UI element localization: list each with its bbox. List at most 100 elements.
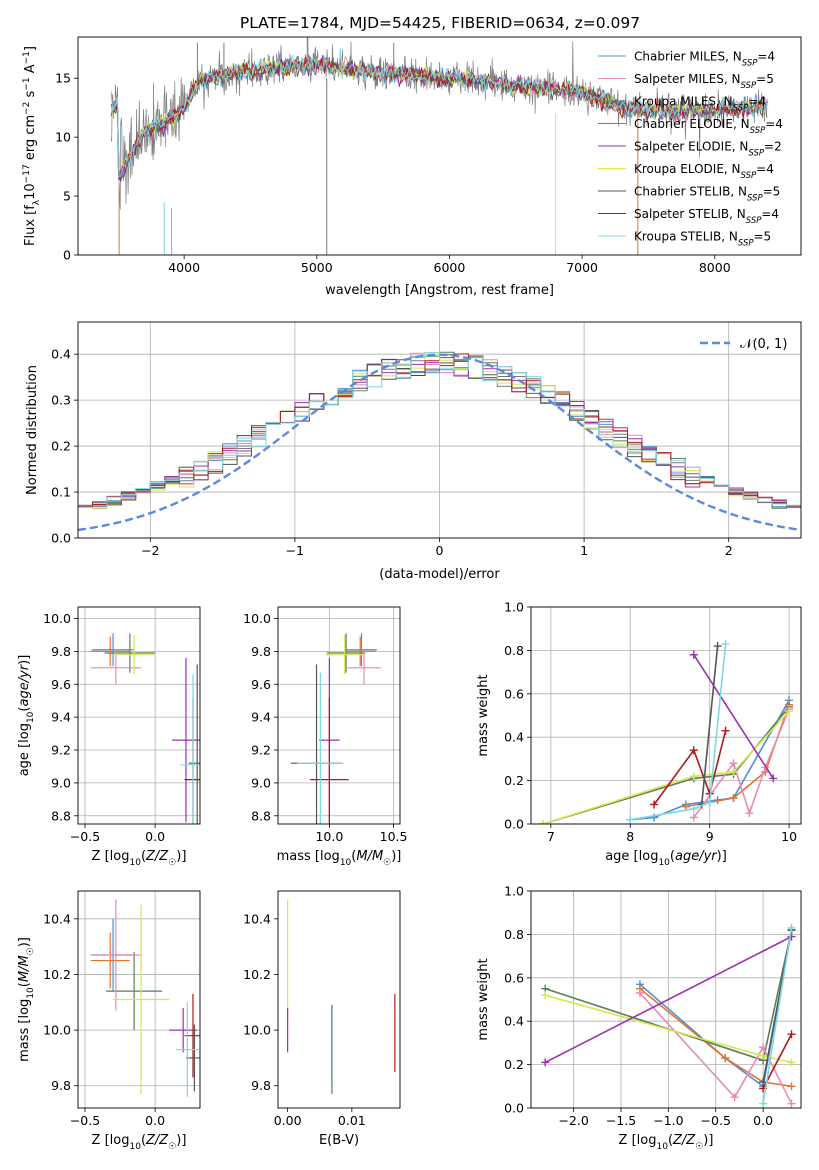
legend-tail: =4 [756, 162, 774, 176]
x-tick-label: 5000 [301, 260, 333, 275]
label-part: A [23, 64, 38, 77]
legend-sub: SSP [746, 216, 762, 226]
x-tick-label: 0 [436, 543, 444, 558]
legend-label: Kroupa ELODIE, NSSP=4 [634, 162, 774, 181]
label-part: ☉ [168, 1142, 176, 1152]
legend-tail: =2 [764, 140, 782, 154]
label-part: 10 [26, 987, 36, 999]
y-tick-label: 0.6 [504, 686, 524, 701]
y-axis-label: mass weight [476, 674, 491, 756]
label-part: erg cm [23, 115, 38, 164]
plot-area [90, 633, 200, 824]
label-part: ( [17, 707, 32, 712]
y-tick-label: 9.8 [51, 1078, 71, 1093]
weight-marker [759, 1051, 768, 1060]
label-part: M/M [356, 849, 383, 864]
weight-marker [541, 1058, 550, 1067]
legend-label: Salpeter MILES, NSSP=5 [634, 72, 774, 91]
x-tick-label: −1.0 [653, 1113, 683, 1128]
axes-frame [77, 890, 201, 1109]
x-tick-label: 2 [725, 543, 733, 558]
axes-frame [277, 606, 401, 825]
weight-marker [787, 923, 796, 932]
y-tick-label: 10.2 [243, 967, 271, 982]
weight-marker [787, 1099, 796, 1108]
y-tick-label: 0 [63, 248, 71, 263]
label-part: 10 [658, 858, 670, 868]
weight-marker [787, 1082, 796, 1091]
legend-text: Salpeter ELODIE, N [634, 140, 748, 154]
panel-Z-age: −0.5 0.08.89.09.29.49.69.810.0Z [log10(Z/… [17, 606, 201, 868]
weight-series-line [639, 987, 792, 1088]
y-tick-label: 9.4 [51, 710, 71, 725]
x-axis-label: age [log10(age/yr)] [605, 849, 727, 868]
x-tick-label: 4000 [168, 260, 200, 275]
weight-marker [729, 793, 738, 802]
label-part: −1 [22, 77, 32, 90]
x-axis-label: Z [log10(Z/Z☉)] [619, 1133, 714, 1152]
x-axis-label: Z [log10(Z/Z☉)] [92, 849, 187, 868]
label-part: mass [log [277, 849, 340, 864]
legend-sub: SSP [747, 194, 763, 204]
panel-Z-mass: −0.5 0.09.810.010.210.4Z [log10(Z/Z☉)]mas… [17, 890, 201, 1152]
panel-spectrum: 4000 5000 6000 7000 8000 0 5 10 15 wavelength [An… [22, 36, 802, 298]
weight-marker [635, 988, 644, 997]
weight-marker [730, 1093, 739, 1102]
label-part: Z [log [92, 849, 130, 864]
weight-marker [705, 798, 714, 807]
legend-label: Chabrier MILES, NSSP=4 [634, 50, 775, 69]
label-part: mass [log [17, 999, 32, 1062]
x-tick-label: 10.5 [380, 829, 408, 844]
plot-area [541, 923, 796, 1108]
legend-label: Kroupa MILES, NSSP=4 [634, 95, 766, 114]
y-tick-label: 5 [63, 189, 71, 204]
legend-sub: SSP [733, 104, 749, 114]
x-tick-label: 1 [580, 543, 588, 558]
x-tick-label: −1 [286, 543, 304, 558]
plot-area [290, 633, 381, 824]
y-tick-label: 10 [55, 130, 71, 145]
observed-spectrum [110, 37, 768, 210]
label-part: )] [391, 849, 401, 864]
y-tick-label: 10.0 [43, 1023, 71, 1038]
label-part: age [log [17, 723, 32, 776]
x-tick-label: 0.01 [338, 1113, 366, 1128]
legend-sub: SSP [750, 126, 766, 136]
y-tick-label: 1.0 [504, 600, 524, 615]
legend: Chabrier MILES, NSSP=4 Salpeter MILES, NS… [598, 50, 783, 249]
label-part: )] [703, 1133, 713, 1148]
label-part: 10 [23, 183, 38, 200]
weight-marker [759, 1043, 768, 1052]
label-part: 10 [340, 858, 352, 868]
label-part: Z/Z [145, 1133, 169, 1148]
weight-marker [729, 759, 738, 768]
y-tick-label: 0.2 [504, 773, 524, 788]
label-part: ( [17, 982, 32, 987]
legend-label: Chabrier ELODIE, NSSP=4 [634, 117, 783, 136]
legend-text: Kroupa STELIB, N [634, 230, 738, 244]
label-part: Z [log [92, 1133, 130, 1148]
y-tick-label: 9.6 [51, 677, 71, 692]
x-tick-label: 10 [781, 829, 797, 844]
weight-series-line [639, 992, 793, 1105]
y-tick-label: 10.0 [243, 611, 271, 626]
legend-label: Chabrier STELIB, NSSP=5 [634, 185, 780, 204]
x-tick-label: −2.0 [558, 1113, 588, 1128]
label-part: ( [670, 849, 675, 864]
weight-marker [689, 650, 698, 659]
label-part: −2 [22, 102, 32, 115]
legend-text: Salpeter STELIB, N [634, 207, 746, 221]
x-axis-label: E(B-V) [319, 1133, 359, 1148]
y-axis-label: age [log10(age/yr)] [17, 655, 36, 777]
weight-marker [721, 726, 730, 735]
legend-label: 𝒩(0, 1) [740, 337, 787, 352]
weight-series-line [544, 935, 792, 1064]
x-tick-label: 7 [547, 829, 555, 844]
label-part: −1 [22, 51, 32, 64]
label-part: )] [176, 849, 186, 864]
x-axis-label: (data-model)/error [379, 567, 500, 582]
y-tick-label: 0.1 [51, 485, 71, 500]
y-axis-label: Normed distribution [25, 365, 40, 495]
x-tick-label: −2 [141, 543, 159, 558]
plot-area [90, 899, 200, 1097]
